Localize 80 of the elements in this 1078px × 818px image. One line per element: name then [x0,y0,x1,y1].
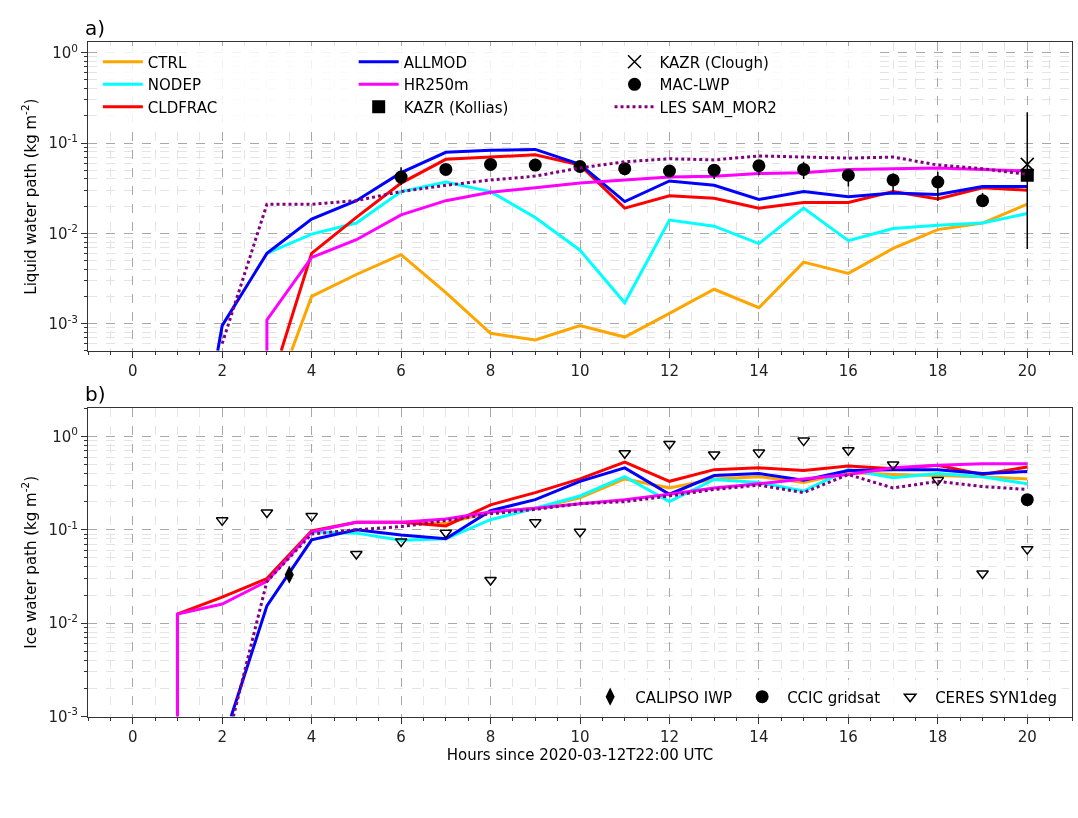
point [528,519,542,529]
x-tick-label: 14 [749,361,769,380]
x-tick-label: 18 [928,727,948,746]
point [886,173,900,187]
point [618,162,632,176]
point [976,194,990,208]
legend-label: CLDFRAC [147,98,218,117]
legend-label: CERES SYN1deg [935,688,1057,707]
x-tick-label: 6 [396,361,406,380]
point [797,437,811,447]
point [931,476,945,486]
point [707,451,721,461]
point [305,512,319,522]
x-tick-label: 4 [306,727,317,746]
x-tick-label: 16 [838,361,858,380]
x-tick-label: 4 [306,361,317,380]
point [797,162,811,176]
point [394,170,408,184]
point [707,163,721,177]
legend-label: HR250m [403,76,469,95]
legend-label: CCIC gridsat [787,688,881,707]
x-tick-label: 6 [396,727,406,746]
legend-label: NODEP [147,76,201,95]
x-tick-label: 8 [485,361,496,380]
legend-label: KAZR (Kollias) [403,98,509,117]
x-tick-label: 12 [659,361,679,380]
point [439,162,453,176]
point [1020,493,1034,507]
line-series [290,202,1029,351]
x-tick-label: 10 [570,361,590,380]
x-tick-label: 12 [659,727,679,746]
y-tick-label: 10$^{-1}$ [48,131,78,153]
x-tick-label: 18 [928,361,948,380]
y-tick-label: 10$^{0}$ [52,41,78,63]
point [484,576,498,586]
x-tick-label: 2 [217,727,227,746]
x-tick-label: 14 [749,727,769,746]
y-tick-label: 10$^{-2}$ [48,612,78,633]
point [394,538,408,548]
x-axis-title: Hours since 2020-03-12T22:00 UTC [446,745,714,764]
point [528,158,542,172]
point [662,164,676,178]
legend-label: CALIPSO IWP [635,688,733,707]
point [215,517,229,527]
point [886,461,900,471]
x-tick-label: 20 [1017,727,1037,746]
legend-label: KAZR (Clough) [659,53,769,72]
x-tick-label: 0 [127,361,138,380]
y-tick-label: 10$^{-2}$ [48,222,78,243]
x-tick-label: 20 [1017,361,1037,380]
point [260,509,274,519]
y-tick-label: 10$^{-3}$ [48,705,78,726]
point [484,157,498,171]
point [439,529,453,539]
y-tick-label: 10$^{-3}$ [48,312,78,333]
point [349,550,363,560]
point [1020,168,1034,182]
y-tick-label: 10$^{0}$ [52,425,78,446]
x-tick-label: 2 [217,361,227,380]
chart-title: a) [85,16,106,40]
legend-label: LES SAM_MOR2 [659,98,777,118]
x-tick-label: 8 [485,727,496,746]
legend-label: CTRL [147,53,187,72]
x-tick-label: 10 [570,727,590,746]
x-tick-label: 16 [838,727,858,746]
point [931,175,945,189]
chart-title: b) [85,382,106,406]
legend-label: ALLMOD [403,53,467,72]
point [573,528,587,538]
point [841,168,855,182]
point [618,449,632,459]
point [841,446,855,456]
point [976,570,990,580]
point [1020,157,1035,172]
point [1020,545,1034,555]
x-tick-label: 0 [127,727,138,746]
point [752,449,766,459]
legend-label: MAC-LWP [659,76,730,95]
y-tick-label: 10$^{-1}$ [48,518,78,540]
point [662,440,676,450]
